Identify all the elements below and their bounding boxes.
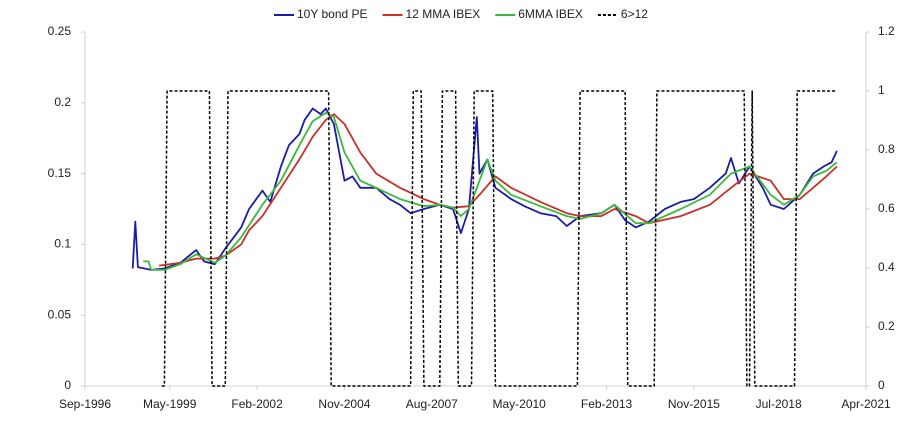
x-tick-label: Sep-1996: [59, 397, 111, 411]
y2-tick-label: 0.2: [878, 319, 895, 333]
x-tick-label: Nov-2015: [668, 397, 720, 411]
x-tick-label: May-1999: [143, 397, 197, 411]
y-tick-label: 0.1: [54, 237, 71, 251]
x-tick-label: Aug-2007: [406, 397, 458, 411]
legend-label: 6MMA IBEX: [518, 7, 583, 21]
x-tick-label: May-2010: [492, 397, 546, 411]
x-tick-label: Nov-2004: [318, 397, 370, 411]
series-line: [161, 90, 837, 387]
legend-label: 10Y bond PE: [297, 7, 368, 21]
x-tick-label: Jul-2018: [756, 397, 802, 411]
x-tick-label: Apr-2021: [841, 397, 891, 411]
series-line: [158, 113, 838, 267]
y2-tick-label: 0.8: [878, 142, 895, 156]
y-tick-label: 0: [64, 378, 71, 392]
y-tick-label: 0.05: [48, 307, 72, 321]
series-line: [143, 111, 838, 271]
y-tick-label: 0.15: [48, 166, 72, 180]
y2-tick-label: 1: [878, 83, 885, 97]
y2-tick-label: 0.4: [878, 260, 895, 274]
y2-tick-label: 1.2: [878, 24, 895, 38]
y2-tick-label: 0.6: [878, 201, 895, 215]
y-tick-label: 0.2: [54, 95, 71, 109]
x-tick-label: Feb-2002: [231, 397, 283, 411]
legend-label: 12 MMA IBEX: [406, 7, 481, 21]
legend-label: 6>12: [621, 7, 648, 21]
y-tick-label: 0.25: [48, 24, 72, 38]
y2-tick-label: 0: [878, 378, 885, 392]
x-tick-label: Feb-2013: [581, 397, 633, 411]
